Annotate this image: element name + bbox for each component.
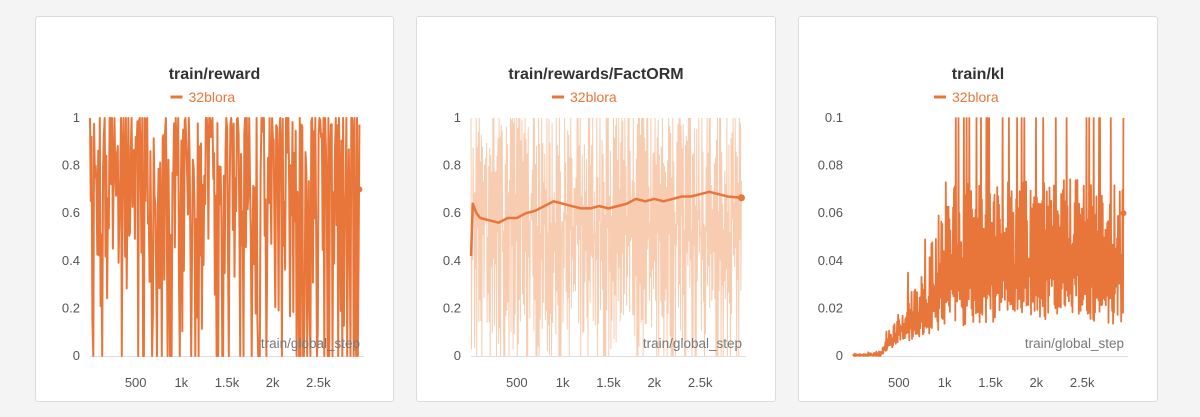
y-tick-label: 0.1 <box>825 110 843 125</box>
y-tick-label: 0.06 <box>818 205 843 220</box>
y-tick-label: 1 <box>454 110 461 125</box>
x-tick-label: 2.5k <box>306 375 331 390</box>
y-tick-label: 0.8 <box>443 158 461 173</box>
chart-reward: train/reward 32blora 0 0.2 0.4 0.6 0.8 1 500 1k 1.… <box>62 66 364 390</box>
chart-title: train/reward <box>169 66 261 83</box>
y-tick-label: 0.4 <box>62 253 80 268</box>
x-tick-label: 2k <box>266 375 280 390</box>
series-32blora <box>469 117 745 357</box>
x-tick-label: 2.5k <box>1070 375 1095 390</box>
chart-kl: train/kl 32blora 0 0.02 0.04 0.06 0.08 0.1 500 1k… <box>818 66 1128 390</box>
chart-factorm: train/rewards/FactORM 32blora 0 0.2 0.4 0.6 0.… <box>443 66 746 390</box>
x-tick-label: 1.5k <box>215 375 240 390</box>
y-tick-label: 0 <box>454 348 461 363</box>
y-tick-label: 0.08 <box>818 158 843 173</box>
y-tick-label: 0.4 <box>443 253 461 268</box>
x-tick-label: 2k <box>647 375 661 390</box>
x-tick-label: 500 <box>888 375 910 390</box>
x-tick-label: 500 <box>506 375 528 390</box>
x-axis-label: train/global_step <box>1025 336 1124 351</box>
y-tick-label: 0.2 <box>443 300 461 315</box>
chart-panel-factorm: train/rewards/FactORM 32blora 0 0.2 0.4 0.6 0.… <box>416 16 776 402</box>
y-tick-label: 0 <box>73 348 80 363</box>
y-tick-label: 0.6 <box>62 205 80 220</box>
x-tick-label: 2k <box>1029 375 1043 390</box>
x-axis-label: train/global_step <box>643 336 742 351</box>
series-32blora <box>89 117 363 357</box>
chart-panel-kl: train/kl 32blora 0 0.02 0.04 0.06 0.08 0.1 500 1k… <box>798 16 1158 402</box>
legend-label: 32blora <box>570 89 617 105</box>
x-tick-label: 1k <box>174 375 188 390</box>
series-line <box>852 117 1125 357</box>
series-end-point <box>356 186 363 193</box>
x-tick-label: 500 <box>125 375 147 390</box>
series-smoothed-line <box>469 190 742 257</box>
y-tick-label: 0.8 <box>62 158 80 173</box>
series-end-point <box>1120 210 1127 217</box>
series-32blora <box>852 117 1127 357</box>
x-tick-label: 2.5k <box>688 375 713 390</box>
series-line <box>89 117 361 357</box>
y-tick-label: 0.04 <box>818 253 843 268</box>
x-tick-label: 1k <box>556 375 570 390</box>
chart-panel-reward: train/reward 32blora 0 0.2 0.4 0.6 0.8 1 500 1k 1.… <box>35 16 394 402</box>
legend-label: 32blora <box>189 89 236 105</box>
y-tick-label: 0 <box>836 348 843 363</box>
y-tick-label: 0.02 <box>818 300 843 315</box>
x-tick-label: 1k <box>938 375 952 390</box>
y-tick-label: 1 <box>73 110 80 125</box>
legend-label: 32blora <box>952 89 999 105</box>
chart-title: train/rewards/FactORM <box>508 66 683 83</box>
x-tick-label: 1.5k <box>978 375 1003 390</box>
chart-title: train/kl <box>952 66 1004 83</box>
x-tick-label: 1.5k <box>596 375 621 390</box>
x-axis-label: train/global_step <box>261 336 360 351</box>
y-tick-label: 0.6 <box>443 205 461 220</box>
y-tick-label: 0.2 <box>62 300 80 315</box>
series-raw-band <box>470 117 742 357</box>
series-end-point <box>737 194 745 202</box>
